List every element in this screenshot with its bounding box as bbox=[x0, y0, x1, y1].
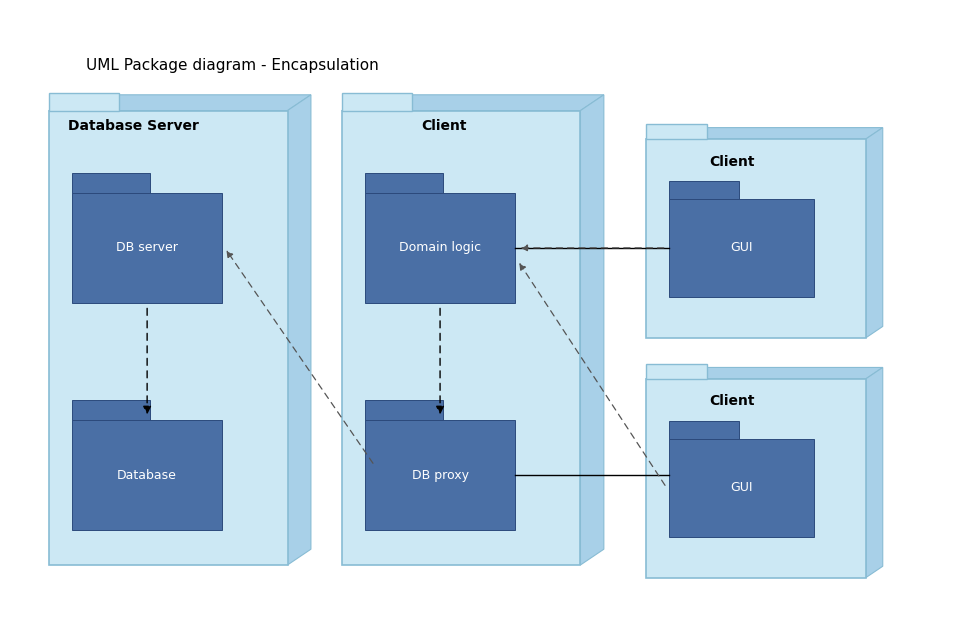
Bar bbox=[342, 93, 412, 111]
Bar bbox=[646, 364, 707, 379]
Polygon shape bbox=[646, 368, 882, 379]
Bar bbox=[646, 124, 707, 139]
Text: GUI: GUI bbox=[731, 481, 753, 494]
Polygon shape bbox=[866, 128, 882, 338]
Bar bbox=[73, 420, 222, 530]
Bar bbox=[669, 199, 815, 297]
Bar bbox=[669, 182, 739, 199]
Bar bbox=[669, 439, 815, 536]
Text: DB server: DB server bbox=[117, 242, 178, 254]
Text: Domain logic: Domain logic bbox=[399, 242, 481, 254]
Text: Client: Client bbox=[421, 118, 467, 133]
Bar bbox=[73, 193, 222, 303]
Text: GUI: GUI bbox=[731, 242, 753, 254]
Text: Client: Client bbox=[710, 155, 755, 169]
Polygon shape bbox=[581, 95, 604, 565]
Text: Database: Database bbox=[117, 469, 177, 482]
Bar bbox=[365, 400, 443, 420]
Bar bbox=[646, 379, 866, 578]
Bar bbox=[365, 420, 515, 530]
Text: Database Server: Database Server bbox=[68, 118, 199, 133]
Bar bbox=[73, 173, 150, 193]
Bar bbox=[365, 193, 515, 303]
Bar bbox=[646, 139, 866, 338]
Bar bbox=[49, 93, 119, 111]
Polygon shape bbox=[287, 95, 311, 565]
Polygon shape bbox=[342, 95, 604, 111]
Bar bbox=[73, 400, 150, 420]
Polygon shape bbox=[49, 95, 311, 111]
Bar bbox=[342, 111, 581, 565]
Text: DB proxy: DB proxy bbox=[412, 469, 469, 482]
Bar bbox=[669, 421, 739, 439]
Polygon shape bbox=[866, 368, 882, 578]
Text: UML Package diagram - Encapsulation: UML Package diagram - Encapsulation bbox=[86, 58, 379, 73]
Polygon shape bbox=[646, 128, 882, 139]
Text: Client: Client bbox=[710, 395, 755, 408]
Bar bbox=[365, 173, 443, 193]
Bar bbox=[49, 111, 287, 565]
